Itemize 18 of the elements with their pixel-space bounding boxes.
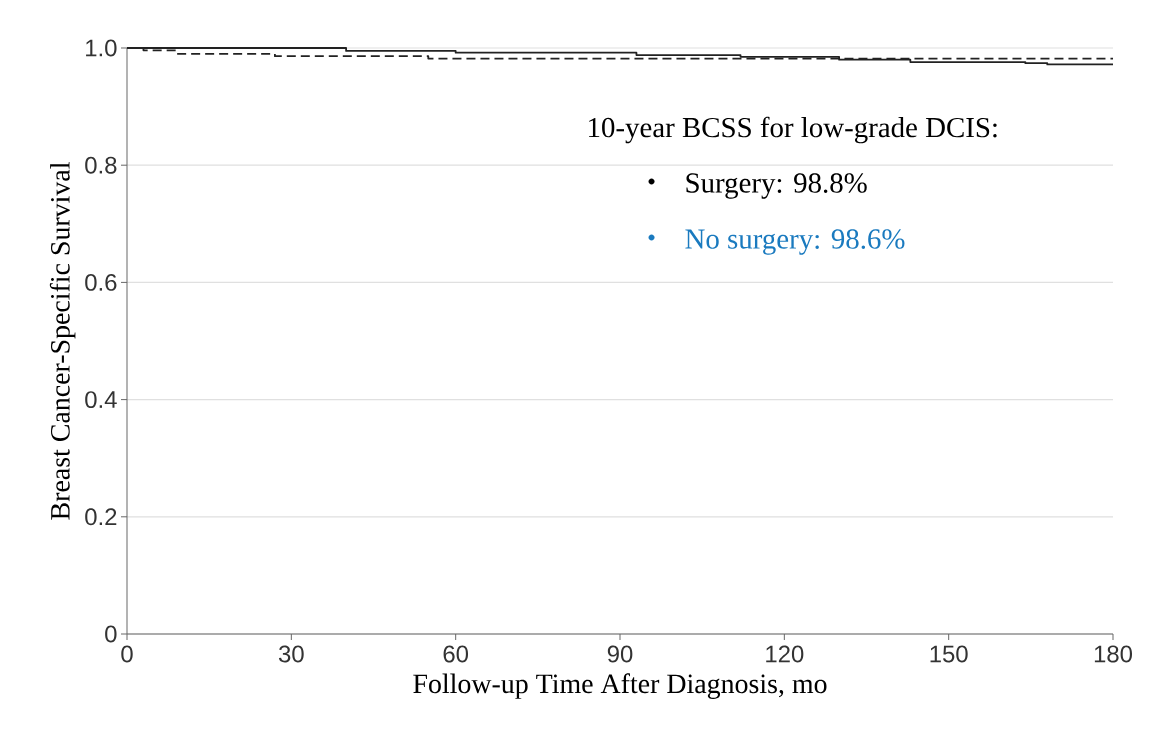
y-tick-label: 0.6: [85, 273, 117, 291]
x-tick-label: 120: [766, 645, 804, 663]
annotation: 10-year BCSS for low-grade DCIS:: [589, 116, 997, 144]
annotation: Surgery: 98.8%: [686, 173, 867, 199]
y-tick-label: 0.8: [85, 156, 117, 174]
x-axis-title: Follow-up Time After Diagnosis, mo: [413, 673, 827, 699]
y-tick-label: 0: [105, 625, 117, 643]
y-tick-label: 1.0: [86, 39, 117, 57]
x-tick-label: 90: [607, 645, 633, 663]
x-tick-label: 150: [930, 645, 968, 663]
x-tick-label: 60: [443, 645, 469, 663]
y-tick-label: 0.2: [85, 508, 117, 526]
x-tick-label: 0: [121, 645, 133, 663]
x-tick-label: 180: [1094, 645, 1133, 663]
y-tick-label: 0.4: [85, 391, 117, 409]
x-tick-label: 30: [278, 645, 304, 663]
annotation: No surgery: 98.6%: [685, 229, 905, 255]
y-axis-title: Breast Cancer-Specific Survival: [49, 162, 76, 520]
